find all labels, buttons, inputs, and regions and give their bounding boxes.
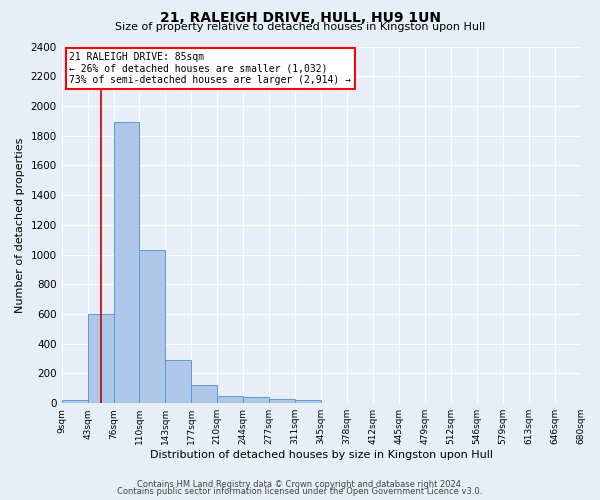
Bar xyxy=(217,396,243,403)
Bar xyxy=(88,314,113,403)
X-axis label: Distribution of detached houses by size in Kingston upon Hull: Distribution of detached houses by size … xyxy=(149,450,493,460)
Bar xyxy=(243,396,269,403)
Bar xyxy=(166,360,191,403)
Text: Contains public sector information licensed under the Open Government Licence v3: Contains public sector information licen… xyxy=(118,487,482,496)
Text: Size of property relative to detached houses in Kingston upon Hull: Size of property relative to detached ho… xyxy=(115,22,485,32)
Bar xyxy=(113,122,139,403)
Text: 21 RALEIGH DRIVE: 85sqm
← 26% of detached houses are smaller (1,032)
73% of semi: 21 RALEIGH DRIVE: 85sqm ← 26% of detache… xyxy=(70,52,352,85)
Bar xyxy=(191,386,217,403)
Bar xyxy=(295,400,321,403)
Bar xyxy=(269,398,295,403)
Text: 21, RALEIGH DRIVE, HULL, HU9 1UN: 21, RALEIGH DRIVE, HULL, HU9 1UN xyxy=(160,11,440,25)
Text: Contains HM Land Registry data © Crown copyright and database right 2024.: Contains HM Land Registry data © Crown c… xyxy=(137,480,463,489)
Bar xyxy=(62,400,88,403)
Y-axis label: Number of detached properties: Number of detached properties xyxy=(15,137,25,312)
Bar xyxy=(139,250,166,403)
